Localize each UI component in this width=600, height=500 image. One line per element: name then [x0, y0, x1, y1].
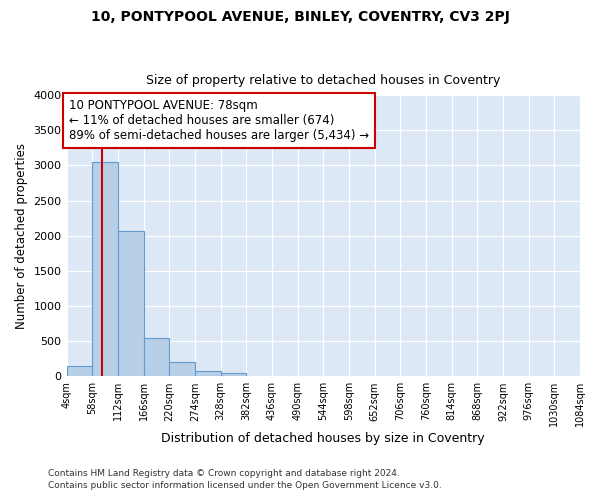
Text: 10, PONTYPOOL AVENUE, BINLEY, COVENTRY, CV3 2PJ: 10, PONTYPOOL AVENUE, BINLEY, COVENTRY, …	[91, 10, 509, 24]
Y-axis label: Number of detached properties: Number of detached properties	[15, 142, 28, 328]
Bar	[118, 231, 143, 376]
Text: Contains HM Land Registry data © Crown copyright and database right 2024.
Contai: Contains HM Land Registry data © Crown c…	[48, 468, 442, 490]
Title: Size of property relative to detached houses in Coventry: Size of property relative to detached ho…	[146, 74, 500, 87]
X-axis label: Distribution of detached houses by size in Coventry: Distribution of detached houses by size …	[161, 432, 485, 445]
Bar	[169, 362, 195, 376]
Bar	[92, 162, 118, 376]
Bar	[221, 373, 246, 376]
Bar	[143, 338, 169, 376]
Bar	[67, 366, 92, 376]
Bar	[195, 370, 221, 376]
Text: 10 PONTYPOOL AVENUE: 78sqm
← 11% of detached houses are smaller (674)
89% of sem: 10 PONTYPOOL AVENUE: 78sqm ← 11% of deta…	[70, 98, 370, 142]
